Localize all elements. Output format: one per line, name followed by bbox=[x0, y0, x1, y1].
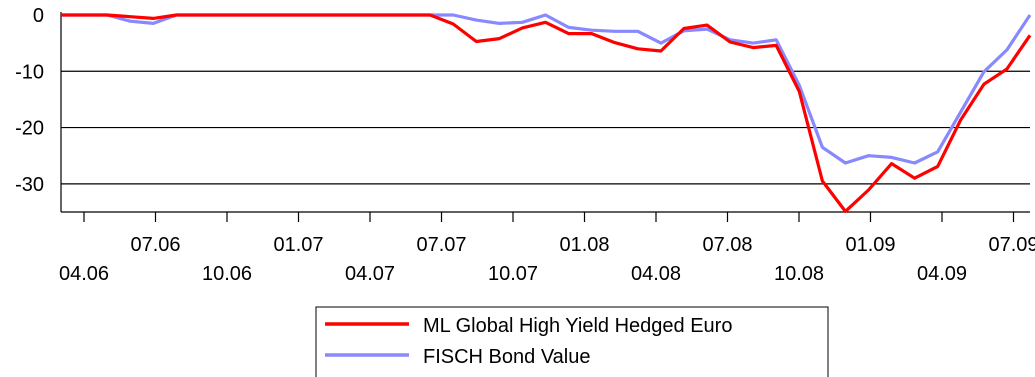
y-tick-label: -20 bbox=[15, 118, 44, 140]
x-tick-label-lower: 10.07 bbox=[488, 263, 538, 285]
legend-box bbox=[315, 306, 829, 377]
x-tick-label-upper: 01.07 bbox=[273, 234, 323, 256]
y-tick-label: -10 bbox=[15, 61, 44, 83]
x-tick-label-lower: 04.07 bbox=[345, 263, 395, 285]
y-tick-label: 0 bbox=[33, 5, 44, 27]
axis-layer: 0 -10 -20 -30 04.06 07.06 10.06 01.07 04.07 07.07… bbox=[15, 5, 1035, 285]
x-tick-label-lower: 10.06 bbox=[202, 263, 252, 285]
x-tick-label-upper: 07.09 bbox=[988, 234, 1035, 256]
x-tick-label-lower: 10.08 bbox=[774, 263, 824, 285]
x-tick-label-upper: 07.07 bbox=[416, 234, 466, 256]
y-tick-label: -30 bbox=[15, 174, 44, 196]
grid-layer bbox=[61, 70, 1030, 185]
x-tick-label-upper: 01.08 bbox=[559, 234, 609, 256]
x-tick-label-upper: 01.09 bbox=[845, 234, 895, 256]
x-tick-label-lower: 04.09 bbox=[917, 263, 967, 285]
legend-label-ml-global: ML Global High Yield Hedged Euro bbox=[423, 315, 732, 337]
x-tick-label-upper: 07.08 bbox=[702, 234, 752, 256]
x-tick-label-upper: 07.06 bbox=[130, 234, 180, 256]
legend: ML Global High Yield Hedged Euro FISCH B… bbox=[315, 306, 829, 377]
series-layer bbox=[61, 13, 1032, 213]
legend-label-fisch-bond: FISCH Bond Value bbox=[423, 346, 591, 368]
series-line-ml-global bbox=[61, 13, 1032, 213]
series-line-fisch-bond bbox=[61, 13, 1032, 165]
x-tick-label-lower: 04.08 bbox=[631, 263, 681, 285]
x-tick-label-lower: 04.06 bbox=[59, 263, 109, 285]
